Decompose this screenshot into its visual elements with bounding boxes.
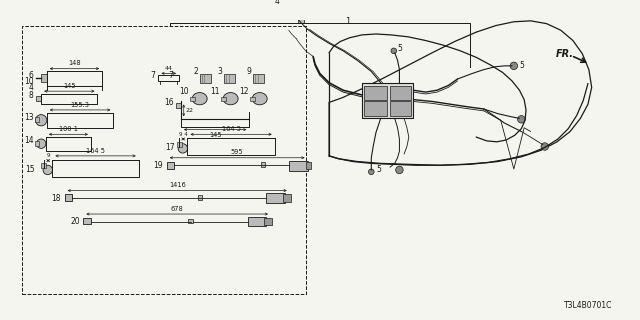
Text: 595: 595 <box>231 149 243 156</box>
Circle shape <box>391 48 397 54</box>
Text: 14: 14 <box>24 136 34 145</box>
Bar <box>289 161 308 171</box>
Text: 1416: 1416 <box>169 182 186 188</box>
Bar <box>41 164 46 168</box>
Bar <box>298 17 304 23</box>
Text: 10: 10 <box>24 77 34 86</box>
Bar <box>253 74 264 83</box>
Circle shape <box>36 139 46 148</box>
Bar <box>36 96 41 100</box>
Text: 18: 18 <box>51 194 61 203</box>
Text: 9: 9 <box>246 67 252 76</box>
Text: 164 5: 164 5 <box>221 126 241 132</box>
Bar <box>362 83 413 118</box>
Text: 44: 44 <box>164 66 173 71</box>
Ellipse shape <box>223 92 238 105</box>
Bar <box>198 195 202 200</box>
Bar <box>224 74 236 83</box>
Bar <box>200 74 211 83</box>
Text: 148: 148 <box>68 60 81 66</box>
Bar <box>364 101 387 116</box>
Text: 3: 3 <box>218 67 222 76</box>
Text: 13: 13 <box>24 113 34 122</box>
Bar <box>35 141 39 146</box>
Bar <box>260 163 266 167</box>
Bar <box>167 163 174 169</box>
Text: T3L4B0701C: T3L4B0701C <box>564 301 612 310</box>
Text: 1: 1 <box>345 17 351 26</box>
Ellipse shape <box>252 92 267 105</box>
Text: 164 5: 164 5 <box>86 148 105 154</box>
Bar <box>264 218 272 225</box>
Bar <box>221 97 226 100</box>
Text: 7: 7 <box>169 71 173 80</box>
Bar <box>83 218 91 224</box>
PathPatch shape <box>329 21 591 165</box>
Ellipse shape <box>192 92 207 105</box>
Text: 22: 22 <box>186 108 194 113</box>
Text: 12: 12 <box>239 87 248 96</box>
Circle shape <box>518 116 525 123</box>
Text: 6: 6 <box>29 71 34 80</box>
Text: 8: 8 <box>29 92 34 100</box>
Bar <box>390 86 411 100</box>
Bar <box>306 163 311 169</box>
Bar <box>248 217 266 226</box>
Bar <box>159 75 179 81</box>
Bar <box>283 194 291 202</box>
Text: 5: 5 <box>397 44 403 52</box>
Bar <box>176 103 181 108</box>
Text: 10: 10 <box>179 87 188 96</box>
Text: 145: 145 <box>63 83 76 89</box>
Bar <box>22 27 306 294</box>
Text: 5: 5 <box>376 165 381 174</box>
Circle shape <box>510 62 518 70</box>
Text: FR.: FR. <box>556 49 574 59</box>
Text: 17: 17 <box>166 143 175 152</box>
Bar <box>177 142 182 147</box>
Text: 11: 11 <box>210 87 220 96</box>
Text: 15: 15 <box>25 165 35 174</box>
Circle shape <box>36 115 47 126</box>
Bar <box>364 86 387 100</box>
Bar <box>289 6 294 12</box>
Text: 155.3: 155.3 <box>70 101 90 108</box>
Text: 9 4: 9 4 <box>179 132 188 137</box>
Circle shape <box>369 169 374 175</box>
Text: 19: 19 <box>154 161 163 170</box>
Circle shape <box>396 166 403 174</box>
Circle shape <box>541 143 548 150</box>
Text: 2: 2 <box>193 67 198 76</box>
Text: 9: 9 <box>47 153 50 158</box>
Bar <box>188 219 193 223</box>
Bar <box>250 97 255 100</box>
Bar <box>390 101 411 116</box>
Circle shape <box>43 165 52 175</box>
Text: 7: 7 <box>151 71 156 80</box>
Text: 678: 678 <box>171 206 184 212</box>
Text: 4: 4 <box>275 0 280 6</box>
Bar <box>65 194 72 201</box>
Text: 20: 20 <box>70 217 79 226</box>
Text: 145: 145 <box>209 132 221 138</box>
Text: 16: 16 <box>164 98 173 107</box>
Bar <box>41 74 47 82</box>
Bar <box>35 117 39 122</box>
Text: 5: 5 <box>520 61 524 70</box>
Circle shape <box>178 144 188 153</box>
Text: 4: 4 <box>29 83 34 92</box>
Text: 100 1: 100 1 <box>59 126 78 132</box>
Bar <box>266 193 285 203</box>
Bar <box>190 97 195 100</box>
